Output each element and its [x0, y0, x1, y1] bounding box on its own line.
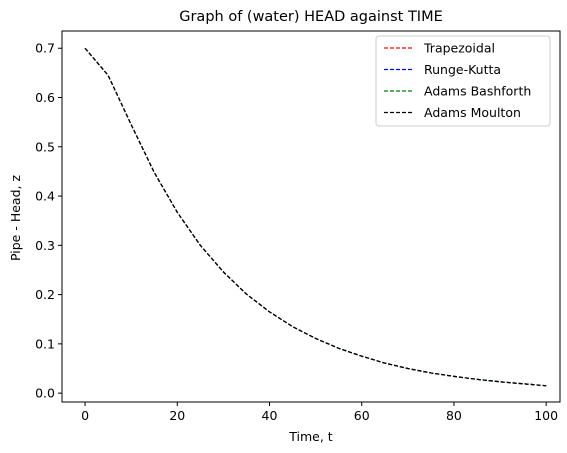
y-tick-label: 0.2	[35, 287, 55, 302]
plot-area	[61, 30, 561, 403]
y-tick-label: 0.5	[35, 139, 55, 154]
y-tick-label: 0.7	[35, 41, 55, 56]
series-line-adams-moulton	[84, 47, 547, 387]
x-axis: 0 20 40 60 80 100	[81, 402, 558, 423]
x-tick-label: 0	[81, 408, 89, 423]
x-tick-label: 80	[446, 408, 462, 423]
legend: Trapezoidal Runge-Kutta Adams Bashforth Ada…	[375, 35, 551, 127]
y-tick-label: 0.6	[35, 90, 55, 105]
x-tick-label: 100	[534, 408, 558, 423]
x-tick-label: 60	[354, 408, 370, 423]
y-tick-label: 0.3	[35, 238, 55, 253]
legend-box	[375, 35, 551, 127]
y-tick-label: 0.1	[35, 336, 55, 351]
x-axis-label: Time, t	[288, 429, 333, 444]
series-layer	[84, 47, 547, 387]
y-tick-label: 0.0	[35, 386, 55, 401]
y-axis: 0.0 0.1 0.2 0.3 0.4 0.5 0.6 0.7	[35, 41, 62, 401]
legend-label: Trapezoidal	[423, 41, 495, 56]
y-tick-label: 0.4	[35, 189, 55, 204]
x-tick-label: 40	[262, 408, 278, 423]
legend-label: Adams Bashforth	[424, 84, 531, 99]
legend-label: Adams Moulton	[424, 105, 521, 120]
y-axis-label: Pipe - Head, z	[8, 175, 23, 261]
legend-label: Runge-Kutta	[424, 62, 501, 77]
chart-title: Graph of (water) HEAD against TIME	[179, 9, 443, 25]
x-tick-label: 20	[169, 408, 185, 423]
plot-frame	[61, 30, 561, 403]
